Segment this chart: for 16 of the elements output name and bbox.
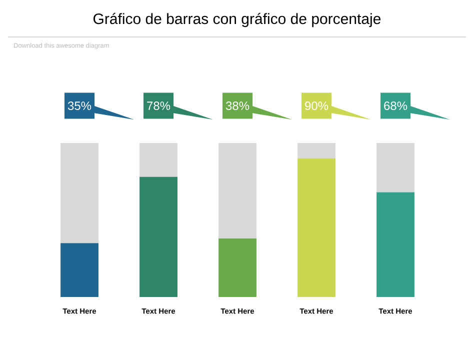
bar [376, 192, 414, 297]
bar [60, 243, 98, 297]
bar [298, 142, 336, 158]
chart-title: Gráfico de barras con gráfico de porcentaje [94, 12, 381, 28]
data-label: 78% [147, 102, 170, 110]
bar [218, 142, 256, 238]
data-label: 68% [384, 102, 408, 110]
bar [376, 142, 414, 192]
bar [298, 158, 336, 297]
bar [60, 142, 98, 244]
bar [218, 238, 256, 297]
bar [140, 142, 178, 177]
data-label: 38% [226, 102, 250, 110]
data-label: 90% [305, 102, 328, 110]
data-label: 35% [68, 102, 92, 110]
bar [140, 176, 178, 297]
